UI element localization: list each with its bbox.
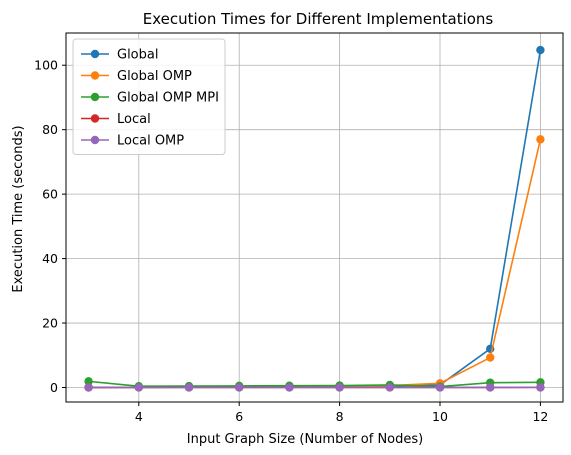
data-point bbox=[536, 383, 545, 392]
y-tick-label: 20 bbox=[42, 316, 58, 331]
y-tick-label: 0 bbox=[50, 380, 58, 395]
legend-marker bbox=[90, 71, 100, 80]
legend-item: Global OMP bbox=[81, 69, 192, 84]
data-point bbox=[385, 383, 395, 392]
plot-frame bbox=[65, 32, 564, 403]
legend-item: Local bbox=[81, 112, 151, 127]
x-tick-label: 8 bbox=[336, 409, 344, 424]
series-layer bbox=[84, 45, 545, 392]
legend-label: Local OMP bbox=[117, 134, 184, 149]
data-point bbox=[486, 353, 495, 362]
x-tick-label: 6 bbox=[235, 409, 243, 424]
x-axis-title: Input Graph Size (Number of Nodes) bbox=[187, 432, 423, 447]
legend-label: Local bbox=[117, 112, 151, 127]
axes: 4 6 8 10 12 0 20 40 60 80 100 bbox=[34, 32, 564, 424]
legend-marker bbox=[90, 114, 100, 123]
data-point bbox=[84, 377, 93, 386]
x-tick-label: 4 bbox=[135, 409, 143, 424]
legend-marker bbox=[90, 92, 100, 102]
y-tick-label: 60 bbox=[42, 187, 58, 202]
y-axis-title: Execution Time (seconds) bbox=[11, 125, 26, 292]
series-local-omp bbox=[84, 383, 545, 392]
data-point bbox=[335, 383, 344, 392]
legend-marker bbox=[90, 135, 100, 145]
y-tick-label: 40 bbox=[42, 251, 58, 266]
grid bbox=[66, 33, 563, 402]
x-tick-label: 12 bbox=[532, 409, 548, 424]
data-point bbox=[84, 383, 93, 392]
legend-item: Global OMP MPI bbox=[81, 91, 219, 106]
legend-label: Global OMP bbox=[117, 69, 192, 84]
data-point bbox=[134, 383, 143, 392]
data-point bbox=[536, 135, 545, 144]
y-tick-label: 100 bbox=[34, 58, 58, 73]
data-point bbox=[184, 383, 194, 392]
legend-label: Global OMP MPI bbox=[117, 91, 219, 106]
legend-label: Global bbox=[117, 48, 158, 63]
legend: Global Global OMP Global OMP MPI Local Local… bbox=[72, 38, 226, 155]
data-point bbox=[486, 383, 495, 392]
data-point bbox=[234, 383, 244, 392]
data-point bbox=[435, 383, 445, 392]
legend-item: Local OMP bbox=[81, 134, 184, 149]
legend-marker bbox=[90, 49, 100, 59]
legend-item: Global bbox=[81, 48, 158, 63]
chart-title: Execution Times for Different Implementa… bbox=[143, 10, 494, 28]
legend-box bbox=[72, 38, 226, 155]
x-tick-label: 10 bbox=[432, 409, 448, 424]
data-point bbox=[285, 383, 294, 392]
series-line bbox=[88, 380, 541, 388]
data-point bbox=[536, 45, 545, 55]
y-tick-label: 80 bbox=[42, 122, 58, 137]
